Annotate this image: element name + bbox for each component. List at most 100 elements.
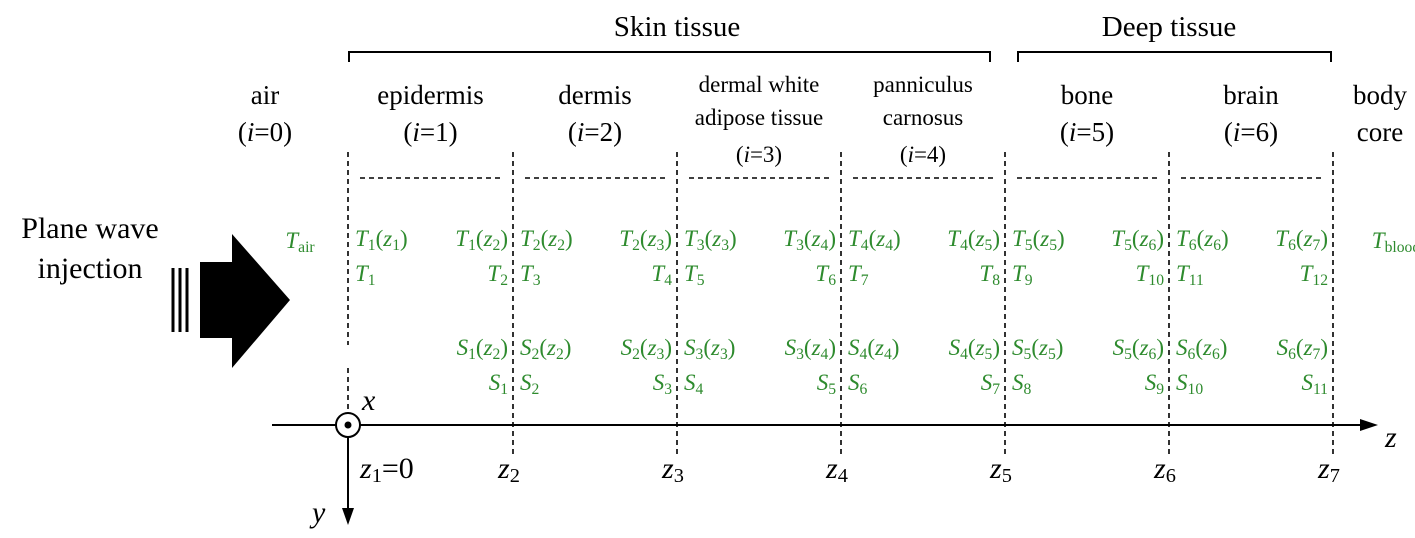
text-part: =5) [1076, 117, 1114, 147]
text-part: 5 [697, 272, 705, 289]
text-part: 10 [1188, 381, 1204, 398]
source-label-green: S2(z3) [621, 335, 672, 363]
source-label-green: S6(z7) [1277, 335, 1328, 363]
temperature-label: T2 [487, 261, 508, 289]
text-part: 7 [1330, 465, 1340, 487]
text-part: ( [1031, 335, 1039, 360]
axis-label: x [361, 384, 376, 417]
source-label-green: S3 [653, 370, 673, 398]
text-part: 7 [992, 381, 1000, 398]
text-part: 2 [510, 465, 520, 487]
text-part: S [1176, 370, 1188, 395]
text-part: 5 [985, 346, 993, 363]
text-part: i [908, 142, 914, 167]
text-part: z [811, 226, 821, 251]
temperature-label: T2(z3) [619, 226, 672, 254]
text-part: z [661, 452, 674, 485]
text-part: 6 [828, 272, 836, 289]
text-part: ( [1060, 117, 1069, 147]
text-part: 2 [532, 346, 540, 363]
text-part: i [247, 117, 255, 147]
text-part: z [825, 452, 838, 485]
layer-index: (i=0) [238, 117, 292, 147]
text-part: z [711, 226, 721, 251]
text-part: ) [664, 226, 672, 251]
text-part: z [359, 452, 372, 485]
text-part: 5 [828, 381, 836, 398]
text-part: 5 [1024, 346, 1032, 363]
text-part: 4 [960, 237, 968, 254]
text-part: 3 [657, 346, 665, 363]
text-part: T [1012, 261, 1027, 286]
source-label-green: S4(z5) [949, 335, 1000, 363]
text-part: i [1069, 117, 1077, 147]
text-part: 4 [884, 346, 892, 363]
text-part: ) [1320, 335, 1328, 360]
source-label-green: S11 [1301, 370, 1328, 398]
text-part: i [1233, 117, 1241, 147]
layer-name: core [1357, 117, 1403, 147]
text-part: T [979, 261, 994, 286]
text-part: T [1111, 226, 1126, 251]
text-part: ) [564, 335, 572, 360]
axis-label: y [309, 496, 326, 529]
source-label-green: S5(z5) [1012, 335, 1063, 363]
text-part: T [285, 228, 300, 253]
text-part: =1) [420, 117, 458, 147]
text-part: 6 [1212, 346, 1220, 363]
text-part: ) [729, 226, 737, 251]
x-axis-dot [344, 421, 352, 429]
text-part: 1 [372, 465, 382, 487]
text-part: 3 [697, 237, 705, 254]
text-part: 7 [1313, 346, 1321, 363]
source-label-green: S1 [489, 370, 508, 398]
text-part: 1 [500, 381, 508, 398]
text-part: ( [1224, 117, 1233, 147]
layer-name: bone [1061, 80, 1114, 110]
text-part: 2 [556, 346, 564, 363]
group-label: Deep tissue [1102, 11, 1237, 43]
text-part: ( [1033, 226, 1041, 251]
text-part: T [651, 261, 666, 286]
text-part: ( [736, 142, 744, 167]
text-part: ( [1197, 226, 1205, 251]
text-part: S [981, 370, 993, 395]
text-part: ) [400, 226, 408, 251]
text-part: ) [828, 226, 836, 251]
text-part: 6 [860, 381, 868, 398]
text-part: z [1303, 226, 1313, 251]
text-part: T [947, 226, 962, 251]
group-label: Skin tissue [614, 11, 741, 43]
source-label-green: S8 [1012, 370, 1032, 398]
text-part: ) [565, 226, 573, 251]
temperature-label: Tair [285, 228, 315, 256]
text-part: T [815, 261, 830, 286]
temperature-label: T11 [1176, 261, 1204, 289]
text-part: ) [1057, 226, 1065, 251]
text-part: ( [804, 335, 812, 360]
bracket [1017, 51, 1332, 62]
layer-name: dermis [558, 80, 632, 110]
text-part: z [710, 335, 720, 360]
text-part: 1 [468, 346, 476, 363]
text-part: 4 [861, 237, 869, 254]
text-part: ( [476, 226, 484, 251]
text-part: T [848, 261, 863, 286]
temperature-label: T4 [651, 261, 672, 289]
text-part: =6) [1240, 117, 1278, 147]
text-part: 2 [632, 346, 640, 363]
text-part: 6 [1166, 465, 1176, 487]
text-part: 11 [1189, 272, 1204, 289]
temperature-label: T12 [1300, 261, 1328, 289]
source-label-green: S9 [1145, 370, 1165, 398]
text-part: z [989, 452, 1002, 485]
text-part: z [382, 226, 392, 251]
text-part: z [1153, 452, 1166, 485]
text-part: z [875, 226, 885, 251]
text-part: 5 [1124, 237, 1132, 254]
axis-label: z [1384, 421, 1397, 454]
temperature-label: T10 [1136, 261, 1165, 289]
text-part: S [949, 335, 961, 360]
text-part: ) [828, 335, 836, 360]
text-part: T [520, 226, 535, 251]
